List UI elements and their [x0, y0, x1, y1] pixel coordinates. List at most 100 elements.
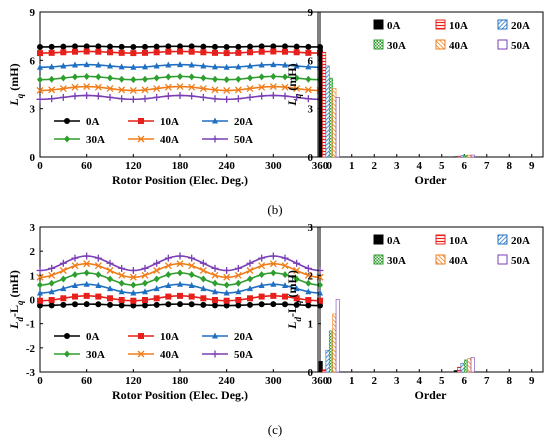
x-tick-label: 8	[507, 375, 513, 387]
legend-marker-10A	[138, 333, 144, 339]
y-tick-label: 2	[308, 270, 314, 282]
data-point-30A	[142, 75, 148, 83]
bar-50A-order-0	[335, 299, 340, 373]
bar-30A-order-6	[463, 359, 468, 373]
data-point-10A	[37, 297, 43, 304]
legend-marker-50A	[211, 350, 219, 358]
data-point-50A	[176, 252, 184, 260]
data-point-20A	[130, 289, 137, 296]
data-point-40A	[71, 83, 79, 91]
data-point-20A	[247, 62, 253, 69]
bar-10A-order-0	[322, 51, 327, 158]
data-point-10A	[48, 297, 55, 304]
data-point-0A	[188, 43, 195, 50]
legend-swatch-0A	[373, 19, 384, 30]
data-point-0A	[293, 301, 300, 308]
data-point-40A	[188, 262, 196, 270]
data-point-20A	[165, 61, 172, 68]
data-point-10A	[212, 49, 218, 56]
y-axis-label: Ld-Lq (mH)	[285, 270, 303, 330]
data-point-50A	[304, 95, 312, 103]
data-point-20A	[107, 285, 113, 292]
data-point-40A	[269, 260, 277, 268]
data-point-50A	[153, 93, 161, 101]
data-point-50A	[199, 93, 207, 101]
data-point-30A	[72, 73, 78, 81]
legend-label-0A: 0A	[86, 331, 100, 343]
data-point-40A	[223, 273, 231, 281]
data-point-10A	[293, 295, 300, 302]
data-point-10A	[72, 48, 78, 55]
legend-swatch-30A	[373, 254, 384, 265]
legend-label-20A: 20A	[234, 116, 253, 128]
data-point-40A	[106, 85, 114, 92]
x-tick-label: 6	[462, 160, 468, 172]
data-point-30A	[223, 281, 230, 289]
bar-30A-order-0	[328, 77, 333, 158]
data-point-50A	[223, 267, 231, 274]
data-point-50A	[83, 252, 91, 260]
data-point-30A	[37, 76, 43, 84]
data-point-10A	[247, 49, 253, 56]
data-point-10A	[293, 49, 300, 56]
x-tick-label: 2	[372, 160, 378, 172]
legend-label-50A: 50A	[511, 255, 530, 267]
data-point-50A	[164, 92, 172, 100]
y-tick-label: 6	[308, 55, 314, 67]
data-point-50A	[129, 267, 137, 274]
data-point-30A	[212, 75, 218, 83]
data-point-30A	[118, 75, 125, 83]
x-tick-label: 0	[37, 160, 43, 172]
legend-label-40A: 40A	[160, 134, 179, 146]
data-point-40A	[258, 83, 266, 91]
data-point-10A	[200, 49, 207, 56]
data-point-40A	[211, 271, 219, 279]
data-point-0A	[293, 43, 300, 50]
data-point-30A	[95, 271, 102, 279]
data-point-50A	[304, 264, 312, 272]
data-point-0A	[282, 301, 288, 308]
data-point-0A	[270, 43, 277, 50]
x-tick-label: 3	[394, 160, 400, 172]
x-tick-label: 120	[125, 375, 142, 387]
data-point-20A	[177, 61, 183, 68]
data-point-40A	[246, 267, 254, 274]
legend-label-40A: 40A	[160, 349, 179, 361]
x-tick-label: 1	[349, 160, 355, 172]
legend-label-40A: 40A	[449, 255, 468, 267]
data-point-50A	[164, 254, 172, 262]
legend-label-30A: 30A	[86, 134, 105, 146]
data-point-50A	[211, 95, 219, 103]
data-point-30A	[223, 76, 230, 84]
legend-swatch-50A	[497, 254, 508, 265]
data-point-20A	[282, 61, 288, 68]
x-tick-label: 60	[81, 375, 93, 387]
y-tick-label: 3	[30, 104, 36, 116]
data-point-0A	[95, 43, 102, 50]
data-point-10A	[60, 295, 67, 302]
data-point-10A	[305, 297, 312, 304]
data-point-0A	[258, 43, 265, 50]
y-tick-label: 6	[30, 55, 36, 67]
legend-swatch-40A	[435, 254, 446, 265]
data-point-40A	[94, 262, 102, 270]
y-axis-label: Lq (mH)	[7, 63, 25, 106]
data-point-20A	[270, 280, 277, 287]
data-point-40A	[164, 83, 172, 91]
data-point-0A	[107, 43, 113, 50]
data-point-30A	[282, 73, 288, 81]
legend-swatch-10A	[435, 19, 446, 30]
data-point-20A	[130, 63, 137, 70]
data-point-10A	[200, 295, 207, 302]
bar-50A-order-6	[470, 357, 475, 373]
data-point-40A	[118, 271, 126, 279]
legend-label-0A: 0A	[387, 235, 401, 247]
data-point-40A	[83, 260, 91, 268]
legend-label-50A: 50A	[511, 40, 530, 52]
x-tick-label: 60	[81, 160, 93, 172]
data-point-30A	[235, 75, 242, 83]
data-point-10A	[270, 48, 277, 55]
data-point-0A	[60, 43, 67, 50]
bar-10A-order-6	[457, 155, 462, 158]
x-tick-label: 120	[125, 160, 142, 172]
